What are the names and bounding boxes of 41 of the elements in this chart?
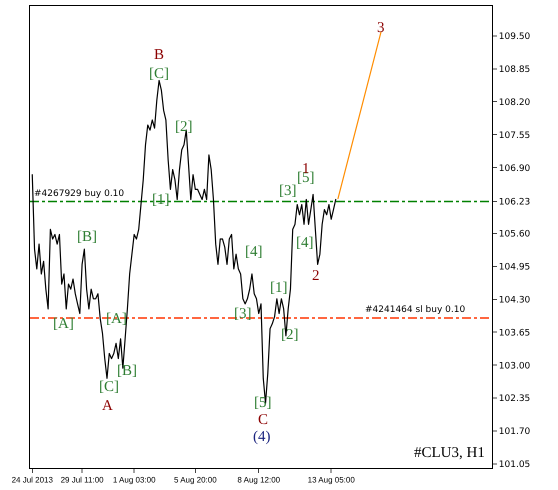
x-tick-label: 29 Jul 11:00 <box>60 476 104 485</box>
y-tick-label: 104.30 <box>498 295 531 306</box>
annotation: C <box>258 412 268 428</box>
y-tick-label: 101.05 <box>498 460 530 470</box>
y-tick-label: 106.90 <box>498 164 531 174</box>
ref-line-label: #4241464 sl buy 0.10 <box>365 305 466 315</box>
annotation: #CLU3, H1 <box>414 445 485 461</box>
annotation: [C] <box>149 66 169 82</box>
x-tick-label: 1 Aug 03:00 <box>112 476 156 485</box>
annotation: 3 <box>377 20 384 36</box>
annotation: 2 <box>312 268 320 284</box>
y-tick-label: 109.50 <box>498 32 531 42</box>
y-tick-label: 106.23 <box>498 198 530 208</box>
y-tick-label: 108.85 <box>498 64 530 75</box>
y-tick-label: 104.95 <box>498 262 530 273</box>
ref-line-label: #4267929 buy 0.10 <box>34 189 124 199</box>
annotation: [4] <box>296 235 314 251</box>
y-tick-label: 103.00 <box>498 361 531 372</box>
annotation: [5] <box>254 395 272 411</box>
y-tick-label: 103.65 <box>498 328 530 338</box>
y-tick-label: 101.70 <box>498 427 531 438</box>
annotation: [A] <box>53 316 74 332</box>
y-tick-label: 105.60 <box>498 230 531 240</box>
annotation: [B] <box>117 363 137 379</box>
annotation: A <box>102 398 113 414</box>
x-tick-label: 5 Aug 20:00 <box>174 476 218 485</box>
y-tick-label: 108.20 <box>498 98 531 108</box>
annotation: [2] <box>175 119 192 135</box>
annotation: [4] <box>245 244 262 260</box>
annotation: [3] <box>279 183 296 199</box>
annotation: [C] <box>99 379 119 395</box>
annotation: B <box>154 47 164 63</box>
annotation: [2] <box>281 327 298 343</box>
annotation: (4) <box>253 429 270 445</box>
y-tick-label: 107.55 <box>498 130 530 141</box>
x-tick-label: 13 Aug 05:00 <box>308 476 356 485</box>
annotation: [1] <box>270 280 288 296</box>
x-tick-label: 8 Aug 12:00 <box>237 476 281 485</box>
y-tick-label: 102.35 <box>498 394 530 404</box>
x-tick-label: 24 Jul 2013 <box>12 476 54 485</box>
annotation: [B] <box>77 229 97 245</box>
